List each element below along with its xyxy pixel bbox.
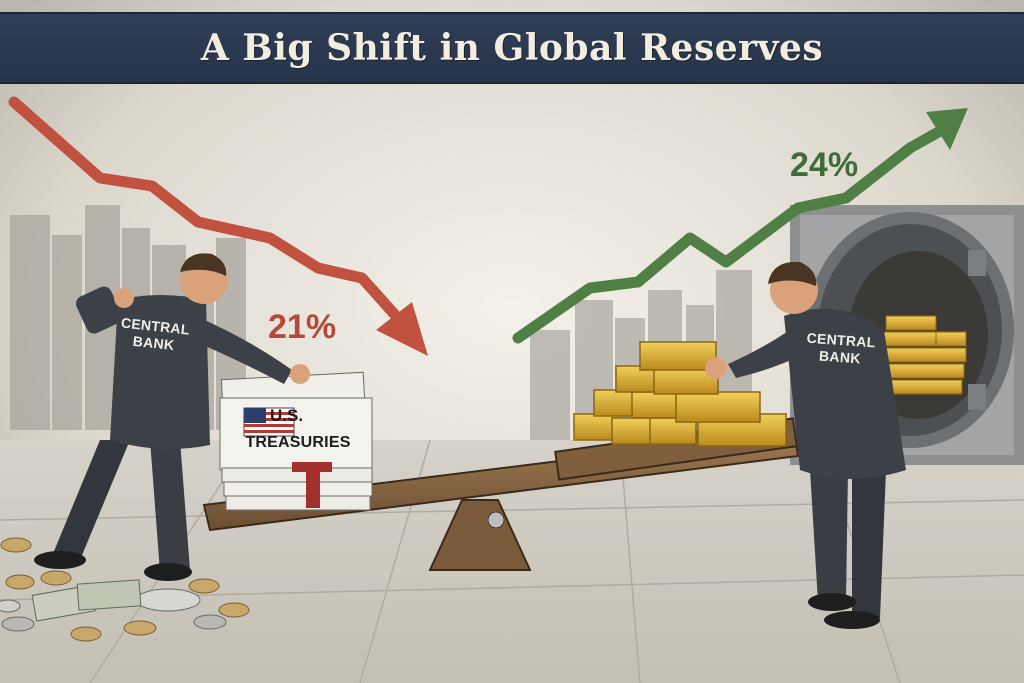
up-trend-arrow-icon: [512, 108, 968, 344]
coin-icon: [0, 537, 250, 642]
gold-percent-label: 24%: [790, 146, 859, 184]
central-banker-left: [34, 253, 310, 581]
treasuries-percent-label: 21%: [268, 308, 337, 346]
banknotes: [31, 579, 142, 622]
gold-bar-icon: [554, 341, 798, 481]
treasuries-label-line1: U.S.: [270, 406, 304, 425]
right-banker-label: CENTRAL BANK: [805, 330, 876, 369]
treasuries-label-line2: TREASURIES: [245, 434, 351, 451]
down-trend-arrow-icon: [8, 96, 428, 356]
title-banner: A Big Shift in Global Reserves: [0, 12, 1024, 84]
treasuries-label: U.S. TREASURIES: [226, 402, 370, 458]
treasuries-stack: [219, 371, 373, 511]
us-flag-icon: [243, 407, 295, 437]
left-banker-label: CENTRAL BANK: [118, 314, 190, 355]
central-banker-right: [705, 261, 906, 629]
page-title: A Big Shift in Global Reserves: [200, 27, 824, 69]
